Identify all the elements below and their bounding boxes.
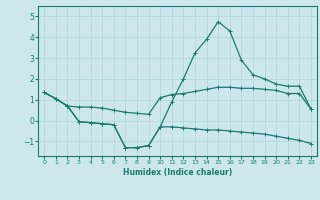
X-axis label: Humidex (Indice chaleur): Humidex (Indice chaleur)	[123, 168, 232, 177]
